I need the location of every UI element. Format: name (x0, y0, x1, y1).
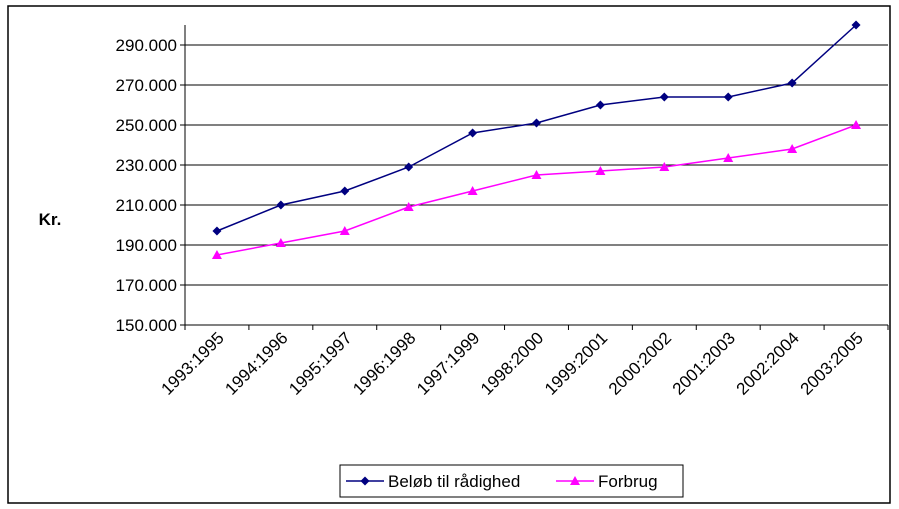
data-point-triangle (595, 166, 606, 175)
data-point-diamond (468, 128, 478, 138)
legend-label: Beløb til rådighed (388, 472, 520, 491)
data-point-triangle (467, 186, 478, 195)
data-point-diamond (276, 200, 286, 210)
data-point-diamond (595, 100, 605, 110)
legend-item: Beløb til rådighed (346, 472, 520, 491)
y-tick-label: 290.000 (116, 36, 177, 55)
data-point-triangle (723, 153, 734, 162)
data-point-diamond (212, 226, 222, 236)
legend-item: Forbrug (556, 472, 658, 491)
y-tick-label: 150.000 (116, 316, 177, 335)
y-tick-label: 230.000 (116, 156, 177, 175)
data-point-diamond (659, 92, 669, 102)
data-point-diamond (532, 118, 541, 128)
legend: Beløb til rådighed Forbrug (339, 464, 684, 498)
data-point-triangle (659, 162, 670, 171)
data-point-diamond (787, 78, 797, 88)
y-axis: 150.000 170.000 190.000 210.000 230.000 250.0… (116, 25, 186, 335)
series-0 (212, 20, 861, 236)
chart-border (7, 5, 891, 504)
data-point-diamond (723, 92, 733, 102)
data-point-triangle (275, 238, 286, 247)
legend-marker (570, 476, 580, 485)
legend-marker (360, 476, 370, 486)
y-axis-title: Kr. (39, 210, 62, 229)
data-point-triangle (531, 170, 542, 179)
series-1 (211, 120, 862, 259)
y-tick-label: 170.000 (116, 276, 177, 295)
data-point-triangle (787, 144, 798, 153)
y-tick-label: 250.000 (116, 116, 177, 135)
y-tick-label: 210.000 (116, 196, 177, 215)
data-point-triangle (211, 250, 222, 259)
series-layer (211, 20, 862, 259)
data-point-diamond (851, 20, 861, 30)
data-point-triangle (851, 120, 862, 129)
y-tick-label: 190.000 (116, 236, 177, 255)
legend-box (339, 464, 684, 498)
data-point-triangle (339, 226, 350, 235)
data-point-diamond (340, 186, 350, 196)
y-tick-label: 270.000 (116, 76, 177, 95)
data-point-diamond (404, 162, 414, 172)
data-point-triangle (403, 202, 414, 211)
legend-label: Forbrug (598, 472, 658, 491)
